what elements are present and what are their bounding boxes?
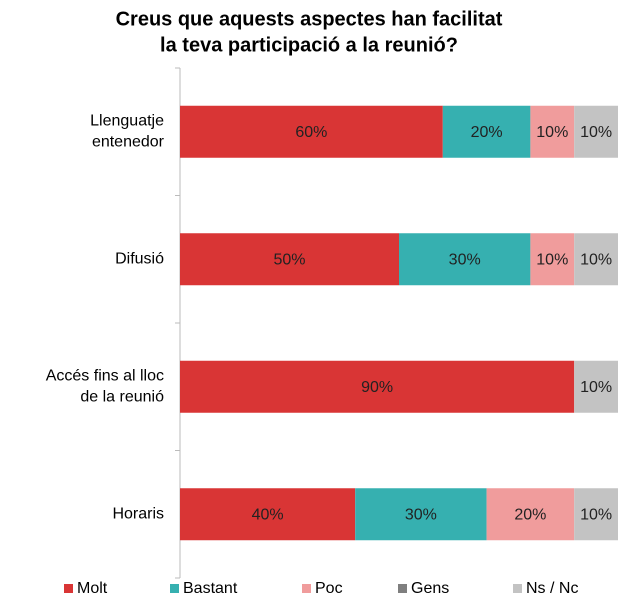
- bar-segment: [574, 488, 618, 541]
- data-label: 60%: [295, 124, 327, 141]
- data-label: 20%: [471, 124, 503, 141]
- legend-label: Gens: [411, 580, 449, 597]
- legend-label: Poc: [315, 580, 343, 597]
- bar-segment: [574, 105, 618, 158]
- bar-segment: [180, 360, 575, 413]
- bar-segment: [355, 488, 487, 541]
- chart-title: Creus que aquests aspectes han facilitat: [116, 8, 503, 30]
- bar-segment: [574, 233, 618, 286]
- legend-label: Bastant: [183, 580, 238, 597]
- data-label: 30%: [449, 251, 481, 268]
- data-label: 10%: [580, 506, 612, 523]
- data-label: 10%: [580, 379, 612, 396]
- bar-segment: [399, 233, 531, 286]
- legend-swatch: [64, 584, 73, 593]
- data-label: 10%: [580, 124, 612, 141]
- bar-segment: [180, 105, 443, 158]
- data-label: 10%: [536, 251, 568, 268]
- bar-segment: [530, 105, 575, 158]
- y-tick-label: entenedor: [92, 133, 165, 150]
- bar-segment: [180, 233, 399, 286]
- y-tick-label: Difusió: [115, 250, 164, 267]
- bar-segment: [442, 105, 531, 158]
- y-tick-label: Llenguatje: [90, 112, 164, 129]
- bar-segment: [180, 488, 356, 541]
- data-label: 10%: [536, 124, 568, 141]
- legend-swatch: [513, 584, 522, 593]
- bar-segment: [574, 360, 618, 413]
- legend-label: Molt: [77, 580, 108, 597]
- y-tick-label: Accés fins al lloc: [46, 367, 164, 384]
- data-label: 50%: [273, 251, 305, 268]
- data-label: 40%: [252, 506, 284, 523]
- chart-title: la teva participació a la reunió?: [160, 34, 458, 56]
- bar-segment: [486, 488, 575, 541]
- data-label: 90%: [361, 379, 393, 396]
- legend-label: Ns / Nc: [526, 580, 578, 597]
- legend-swatch: [302, 584, 311, 593]
- data-label: 10%: [580, 251, 612, 268]
- y-tick-label: Horaris: [112, 505, 164, 522]
- legend-swatch: [170, 584, 179, 593]
- legend-swatch: [398, 584, 407, 593]
- y-tick-label: de la reunió: [80, 388, 164, 405]
- bar-segment: [530, 233, 575, 286]
- data-label: 20%: [514, 506, 546, 523]
- data-label: 30%: [405, 506, 437, 523]
